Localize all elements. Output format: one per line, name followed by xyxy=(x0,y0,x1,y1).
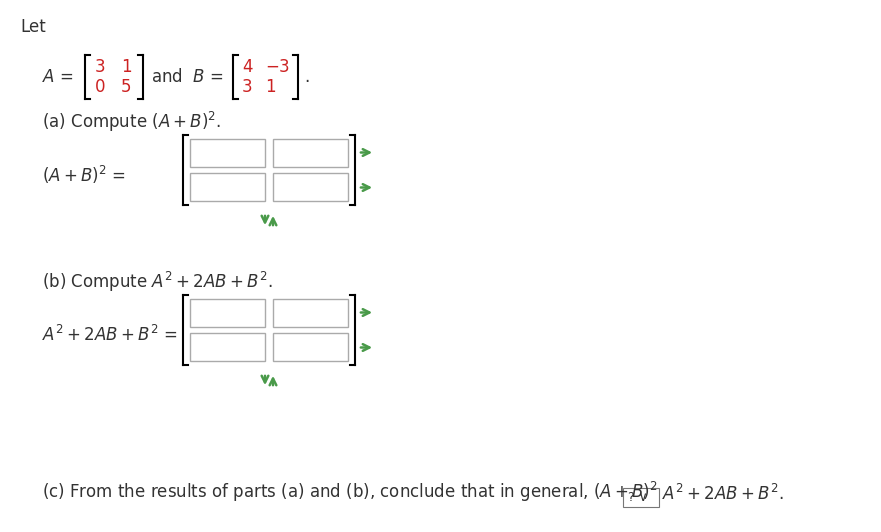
Text: 3: 3 xyxy=(242,78,253,96)
Text: $A$ =: $A$ = xyxy=(42,68,74,86)
Text: $A^2 + 2AB + B^2$ =: $A^2 + 2AB + B^2$ = xyxy=(42,325,178,345)
Text: $A^2 + 2AB + B^2$.: $A^2 + 2AB + B^2$. xyxy=(662,484,783,504)
Text: 1: 1 xyxy=(265,78,276,96)
FancyBboxPatch shape xyxy=(623,488,659,507)
Text: $(A + B)^2$ =: $(A + B)^2$ = xyxy=(42,164,126,186)
Bar xyxy=(273,139,348,167)
Bar xyxy=(273,299,348,327)
Bar xyxy=(273,173,348,201)
Bar xyxy=(190,299,265,327)
Text: (a) Compute $(A + B)^2$.: (a) Compute $(A + B)^2$. xyxy=(42,110,221,134)
Text: .: . xyxy=(304,68,309,86)
Text: 4: 4 xyxy=(242,58,253,76)
Text: Let: Let xyxy=(20,18,46,36)
Text: (c) From the results of parts (a) and (b), conclude that in general, $(A + B)^2$: (c) From the results of parts (a) and (b… xyxy=(42,480,658,504)
Text: 5: 5 xyxy=(121,78,131,96)
Text: ? ∨: ? ∨ xyxy=(628,491,648,504)
Bar xyxy=(273,333,348,361)
Text: 1: 1 xyxy=(121,58,131,76)
Text: 0: 0 xyxy=(95,78,106,96)
Text: and  $B$ =: and $B$ = xyxy=(151,68,224,86)
Text: (b) Compute $A^2 + 2AB + B^2$.: (b) Compute $A^2 + 2AB + B^2$. xyxy=(42,270,272,294)
Bar xyxy=(190,139,265,167)
Bar xyxy=(190,173,265,201)
Bar xyxy=(190,333,265,361)
Text: $-3$: $-3$ xyxy=(265,58,290,76)
Text: 3: 3 xyxy=(95,58,106,76)
